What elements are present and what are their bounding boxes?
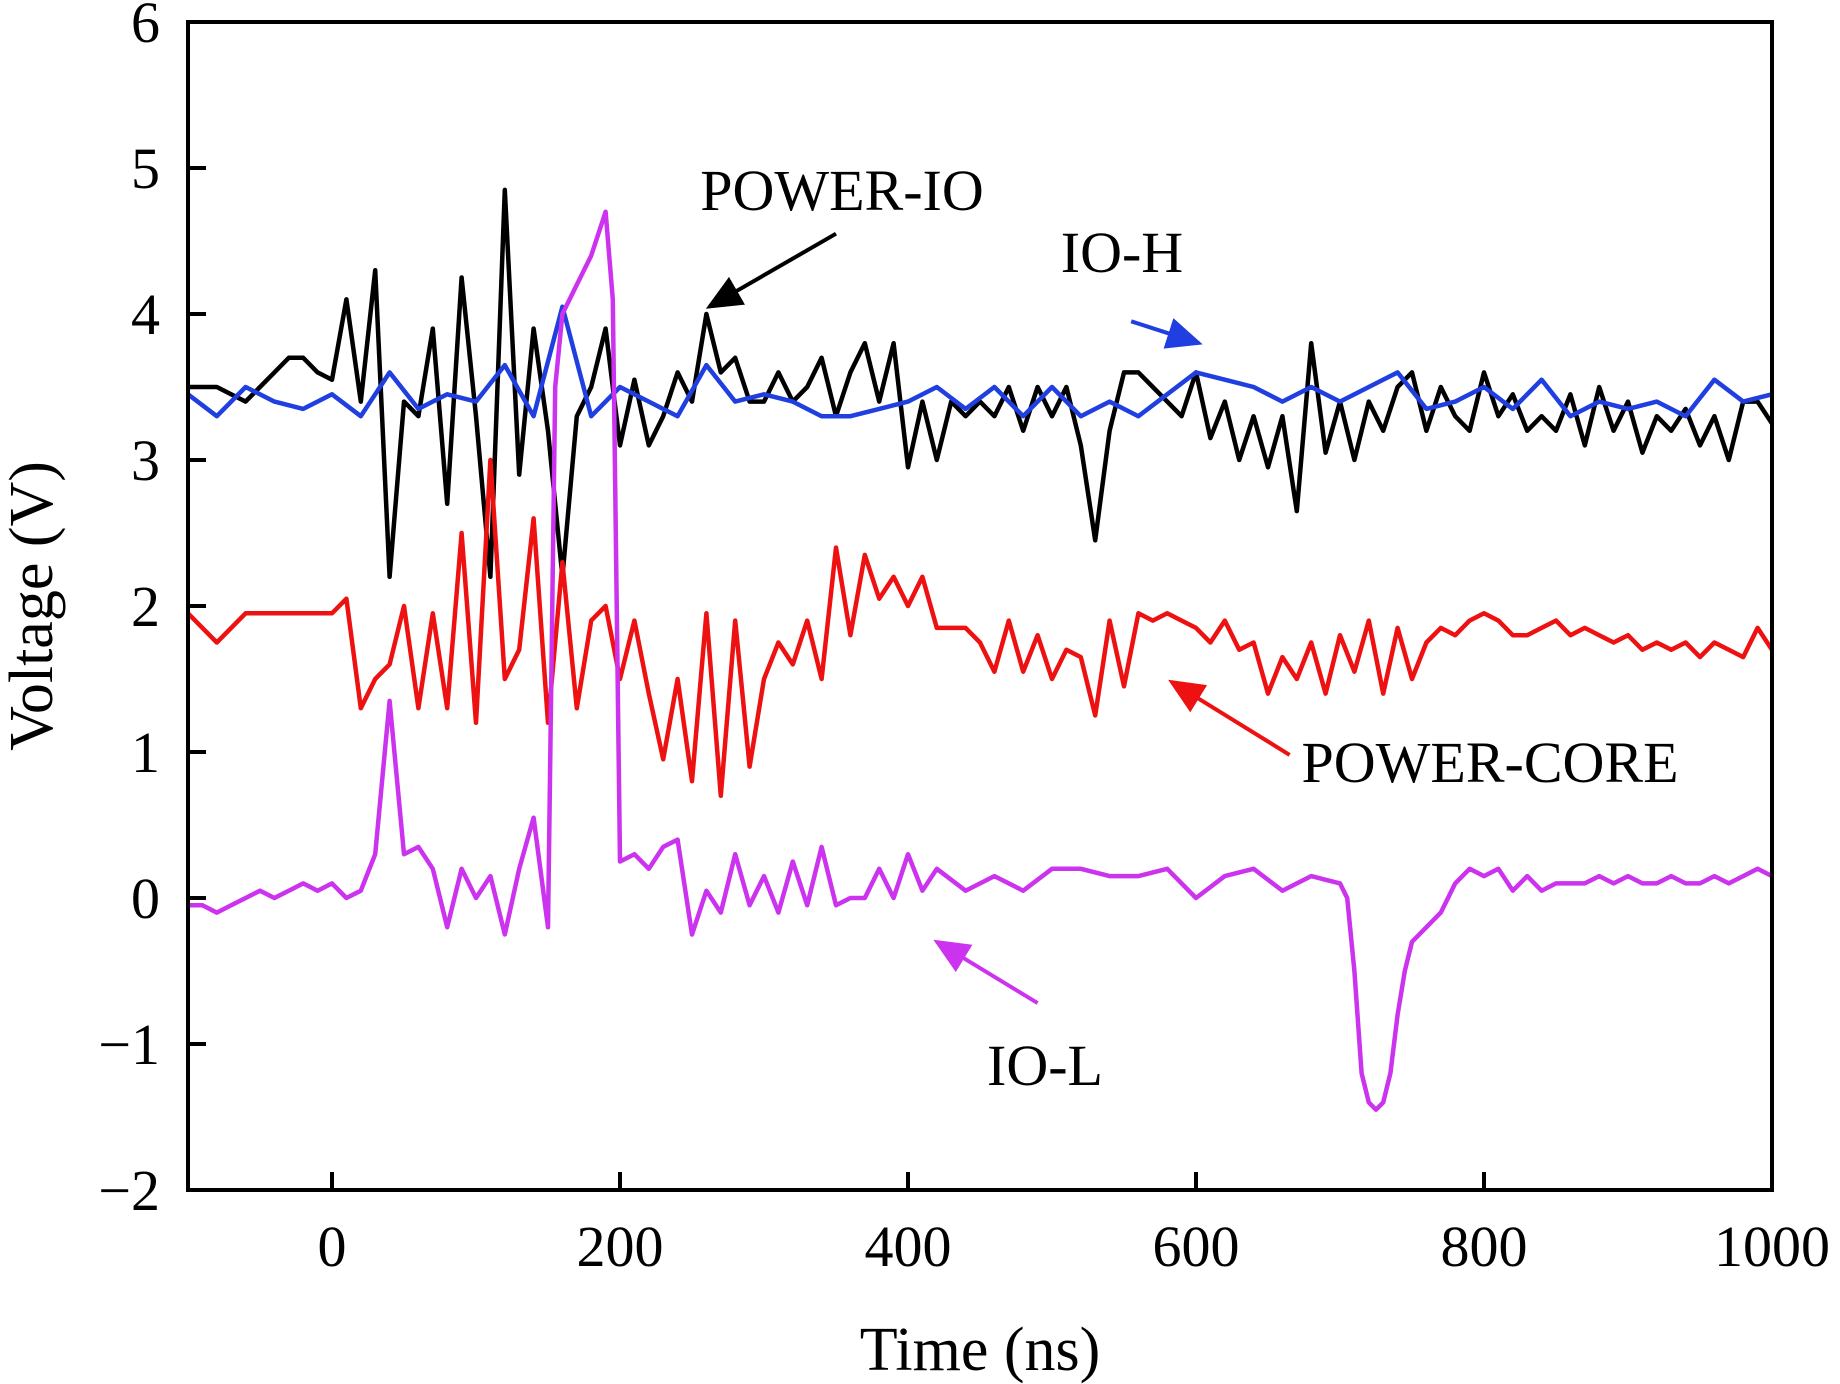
y-tick-label: 2 — [131, 574, 160, 639]
y-tick-label: 0 — [131, 866, 160, 931]
y-tick-label: 6 — [131, 0, 160, 55]
annotation-power-io: POWER-IO — [700, 158, 984, 223]
annotation-io-h: IO-H — [1061, 220, 1183, 285]
y-tick-label: 5 — [131, 136, 160, 201]
y-tick-label: −1 — [98, 1012, 160, 1077]
x-tick-label: 200 — [577, 1214, 664, 1279]
series-power-core-line — [188, 457, 1772, 799]
annotation-arrow-power-io — [705, 231, 837, 309]
x-tick-label: 800 — [1441, 1214, 1528, 1279]
y-tick-label: 1 — [131, 720, 160, 785]
series-power-io-line — [188, 187, 1772, 580]
annotation-power-core: POWER-CORE — [1302, 730, 1679, 795]
annotation-io-l: IO-L — [987, 1033, 1103, 1098]
annotation-arrow-io-l — [933, 939, 1039, 1005]
x-tick-label: 0 — [318, 1214, 347, 1279]
x-tick-label: 1000 — [1714, 1214, 1830, 1279]
x-axis-label: Time (ns) — [860, 1316, 1101, 1384]
y-axis-label: Voltage (V) — [0, 461, 66, 751]
x-tick-label: 400 — [865, 1214, 952, 1279]
y-tick-label: 3 — [131, 428, 160, 493]
annotation-arrows — [705, 231, 1291, 1005]
series-io-h-line — [188, 304, 1772, 419]
y-tick-label: 4 — [131, 282, 160, 347]
x-tick-label: 600 — [1153, 1214, 1240, 1279]
annotation-arrow-power-core — [1168, 679, 1291, 757]
x-axis: 0 200 400 600 800 1000 — [318, 1172, 1830, 1279]
y-axis: −2 −1 0 1 2 3 4 5 6 — [98, 0, 206, 1223]
series-layer — [188, 187, 1772, 1112]
series-io-l-line — [188, 209, 1772, 1112]
y-tick-label: −2 — [98, 1158, 160, 1223]
annotation-arrow-io-h — [1130, 318, 1203, 349]
